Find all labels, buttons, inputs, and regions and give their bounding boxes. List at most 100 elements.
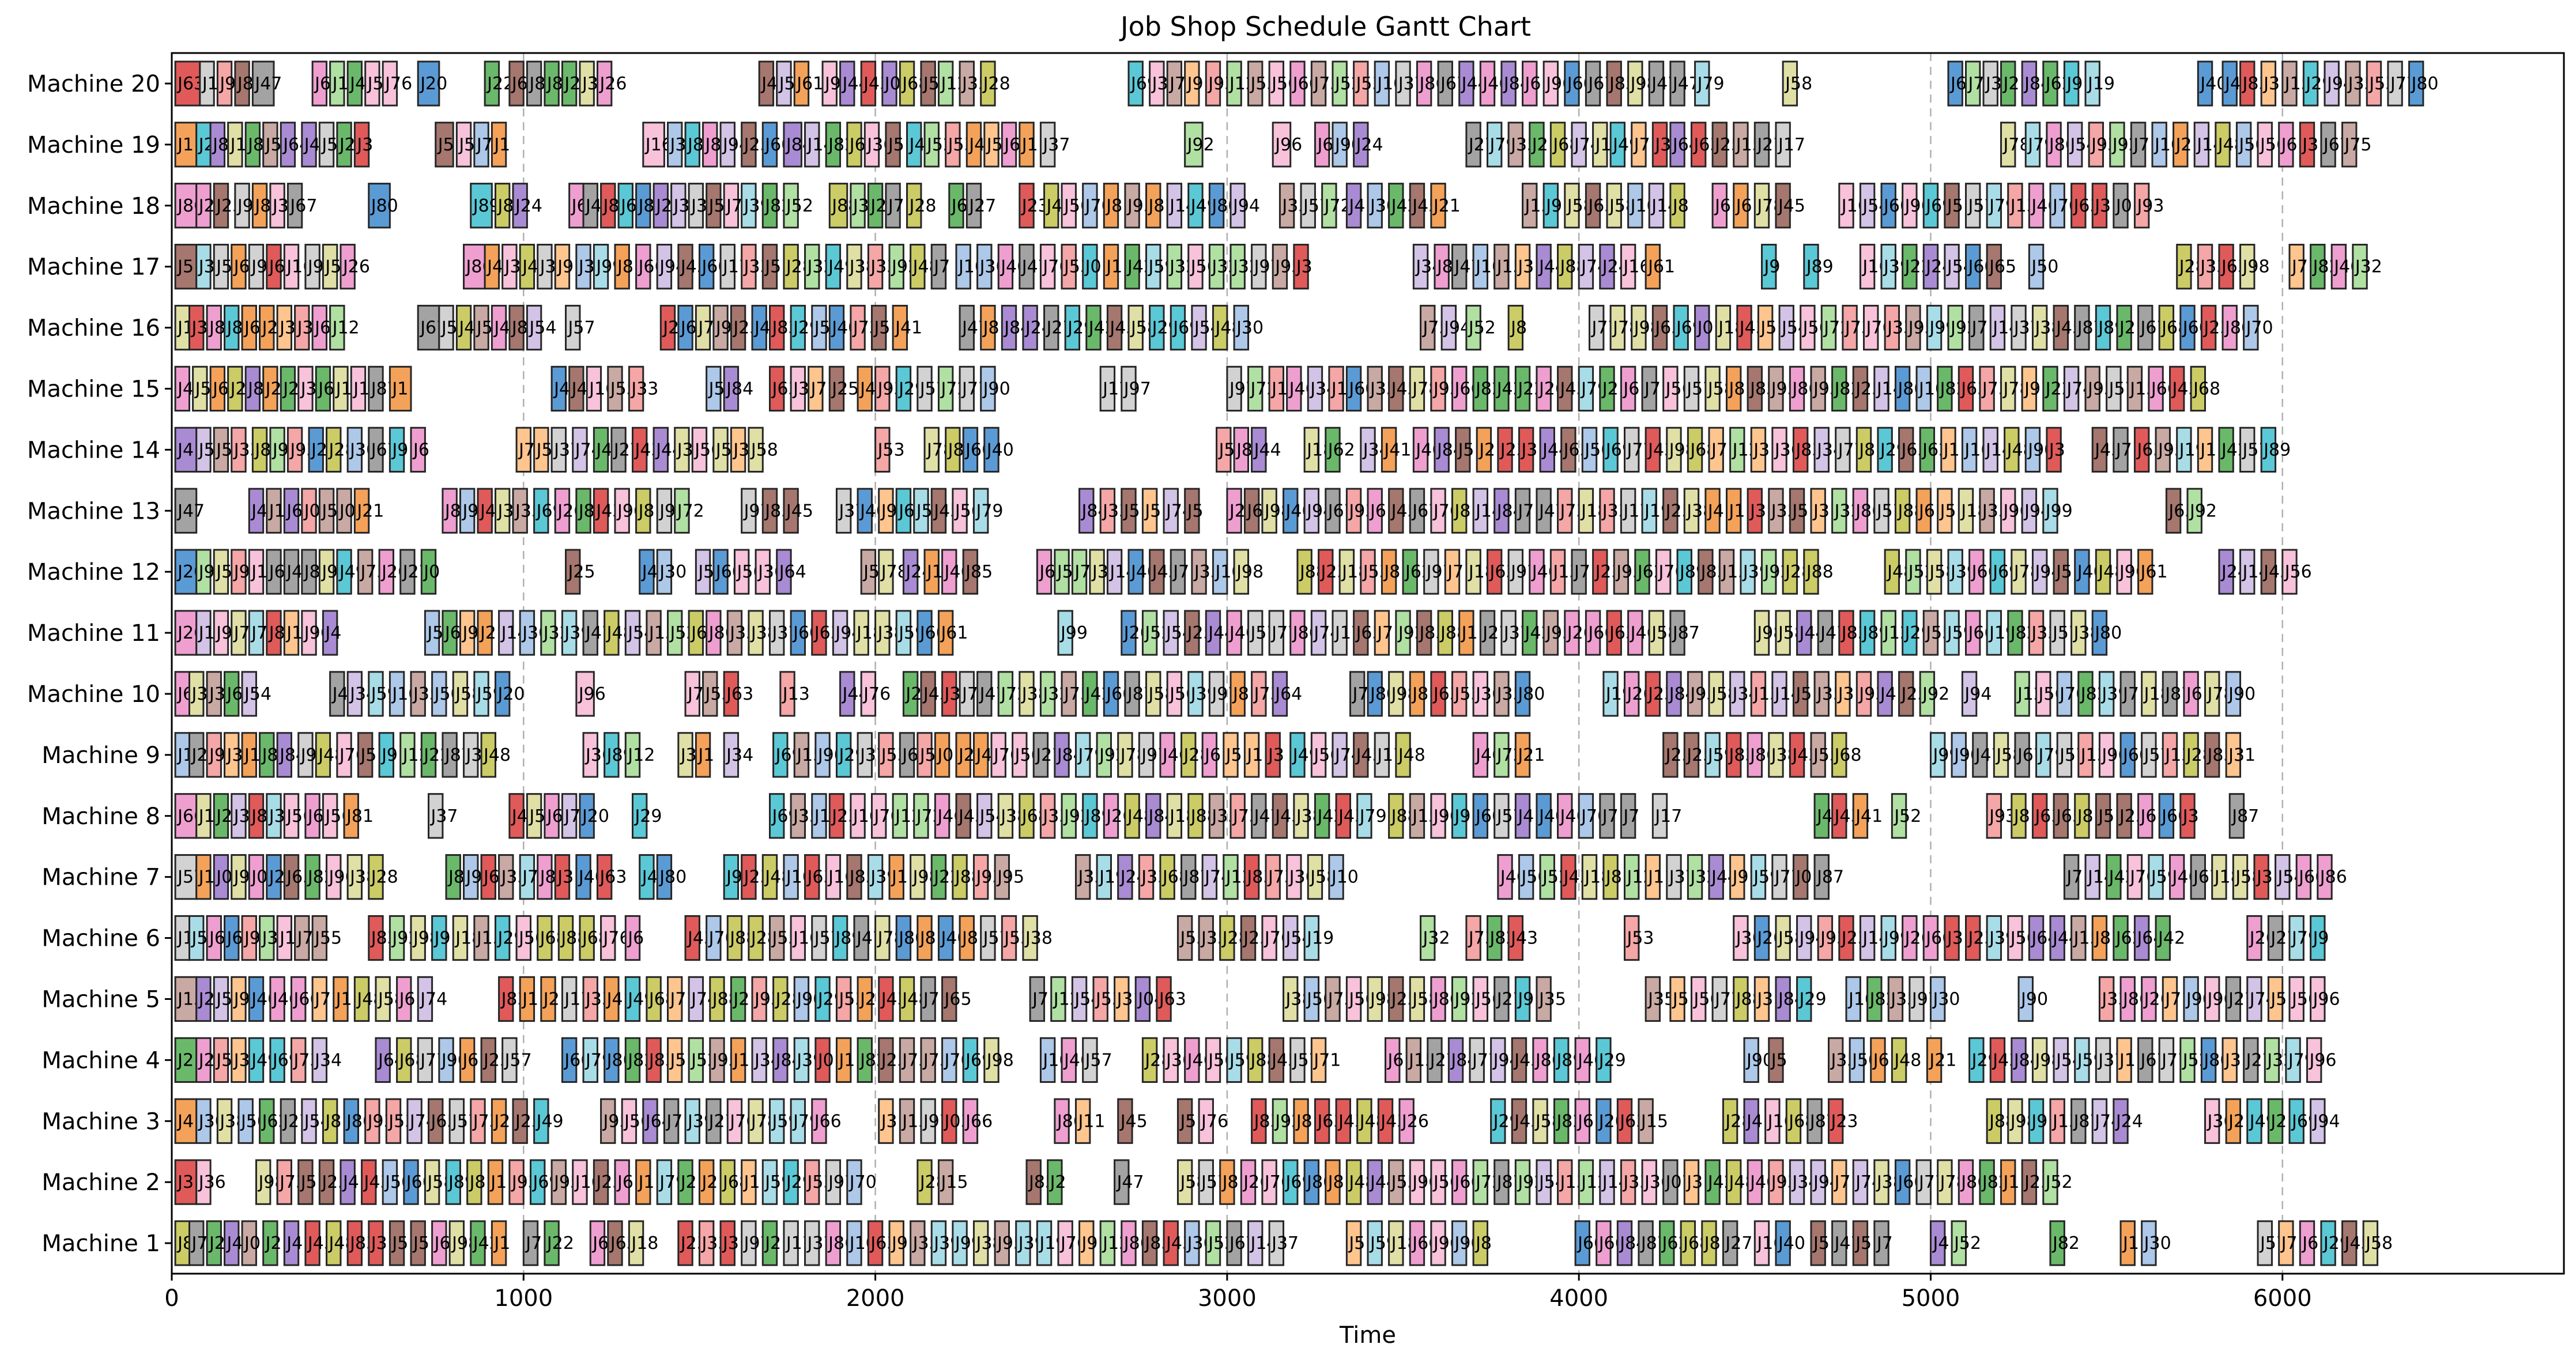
task-bar-j85-m20 — [234, 61, 250, 107]
task-label: J7 — [1573, 562, 1590, 582]
task-bar-j25-m18 — [213, 183, 229, 229]
task-label: J2 — [208, 1233, 225, 1253]
task-bar-j54-m20 — [776, 61, 792, 107]
task-bar-j47-m18 — [582, 183, 598, 229]
task-bar-j77-m20 — [2387, 61, 2403, 107]
task-bar-j58-m20 — [1782, 61, 1798, 107]
y-tick-label-17: Machine 17 — [27, 254, 160, 281]
task-bar-j93-m19 — [2088, 122, 2104, 168]
task-bar-j48-m19 — [2215, 122, 2231, 168]
task-label: J52 — [1468, 318, 1496, 338]
task-label: J6 — [398, 989, 416, 1009]
task-label: J7 — [191, 1233, 208, 1253]
task-label: J38 — [1024, 928, 1053, 949]
task-bar-j0-m20 — [881, 61, 897, 107]
task-label: J3 — [370, 1233, 387, 1253]
task-bar-j36-m18 — [269, 183, 285, 229]
task-label: J80 — [2410, 74, 2438, 94]
task-bar-j64-m19 — [1669, 122, 1685, 168]
task-label: J3 — [944, 684, 961, 704]
y-tick-label-18: Machine 18 — [27, 193, 160, 220]
task-label: J63 — [725, 684, 753, 704]
task-bar-j79-m20 — [1694, 61, 1710, 107]
machine-19-row: J1J29J84J18J82J55J64J44J57J2J3J5J56J70J1… — [174, 122, 2372, 168]
y-tick-label-14: Machine 14 — [27, 437, 160, 463]
task-label: J2 — [2118, 318, 2136, 338]
task-label: J30 — [2143, 1233, 2171, 1253]
task-bar-j25-m19 — [741, 122, 757, 168]
y-tick-label-19: Machine 19 — [27, 132, 160, 158]
task-label: J2 — [176, 1050, 194, 1070]
task-label: J53 — [1626, 928, 1654, 949]
task-label: J2 — [680, 1172, 697, 1192]
machine-10-row: J66J38J35J62J54J47J34J59J10J35J50J58J59J… — [174, 671, 2256, 717]
task-label: J3 — [2048, 440, 2065, 460]
task-bar-j37-m18 — [688, 183, 704, 229]
task-bar-j54-m19 — [2066, 122, 2083, 168]
task-bar-j53-m20 — [1353, 61, 1369, 107]
task-label: J2 — [338, 135, 356, 155]
task-bar-j86-m19 — [2046, 122, 2062, 168]
task-label: J1 — [2002, 1172, 2020, 1192]
task-label: J37 — [1042, 135, 1070, 155]
task-label: J5 — [1186, 501, 1204, 521]
task-label: J79 — [975, 501, 1003, 521]
task-label: J20 — [496, 684, 525, 704]
task-bar-j44-m20 — [839, 61, 855, 107]
task-label: J2 — [1601, 379, 1619, 399]
task-label: J7 — [1031, 989, 1048, 1009]
task-label: J50 — [2030, 257, 2058, 277]
task-label: J57 — [567, 318, 595, 338]
task-label: J54 — [243, 684, 271, 704]
task-bar-j24-m18 — [512, 183, 528, 229]
task-label: J1 — [493, 135, 510, 155]
task-bar-j35-m19 — [1507, 122, 1524, 168]
task-bar-j49-m19 — [906, 122, 922, 168]
task-bar-j36-m20 — [1149, 61, 1165, 107]
task-label: J57 — [1084, 1050, 1112, 1070]
task-bar-j51-m19 — [983, 122, 1000, 168]
task-bar-j86-m19 — [702, 122, 718, 168]
task-bar-j71-m19 — [1631, 122, 1647, 168]
task-label: J33 — [630, 379, 658, 399]
task-bar-j37-m20 — [1982, 61, 1998, 107]
task-bar-j57-m19 — [318, 122, 335, 168]
task-label: J5 — [708, 196, 725, 216]
task-bar-j81-m18 — [251, 183, 268, 229]
task-label: J6 — [412, 440, 429, 460]
task-label: J76 — [384, 74, 412, 94]
task-label: J7 — [1517, 501, 1534, 521]
task-bar-j76-m20 — [382, 61, 398, 107]
task-label: J43 — [1510, 928, 1538, 949]
task-label: J8 — [638, 501, 655, 521]
task-bar-j1-m19 — [1019, 122, 1035, 168]
task-bar-j67-m20 — [1437, 61, 1453, 107]
y-tick-label-16: Machine 16 — [27, 315, 160, 342]
task-bar-j1-m19 — [174, 122, 198, 168]
task-bar-j47-m20 — [1648, 61, 1665, 107]
task-bar-j27-m19 — [1753, 122, 1770, 168]
task-label: J97 — [1123, 379, 1151, 399]
task-label: J0 — [1794, 867, 1812, 888]
task-label: J9 — [380, 745, 398, 765]
task-label: J96 — [1274, 135, 1302, 155]
task-bar-j3-m19 — [353, 122, 370, 168]
task-label: J29 — [1798, 989, 1827, 1009]
task-bar-j66-m20 — [1289, 61, 1306, 107]
task-label: J1 — [335, 989, 352, 1009]
task-bar-j24-m19 — [1353, 122, 1369, 168]
task-label: J7 — [1876, 1233, 1893, 1253]
task-label: J0 — [243, 1233, 261, 1253]
task-label: J0 — [1084, 257, 1102, 277]
task-label: J5 — [300, 1172, 317, 1192]
task-label: J8 — [1474, 1233, 1492, 1253]
task-label: J18 — [630, 1233, 658, 1253]
task-label: J48 — [482, 745, 511, 765]
task-bar-j14-m19 — [804, 122, 820, 168]
task-bar-j84-m19 — [783, 122, 802, 168]
x-tick-label-0: 0 — [164, 1285, 179, 1312]
task-label: J98 — [2242, 257, 2270, 277]
task-label: J6 — [1576, 1111, 1594, 1131]
task-label: J41 — [1383, 440, 1411, 460]
